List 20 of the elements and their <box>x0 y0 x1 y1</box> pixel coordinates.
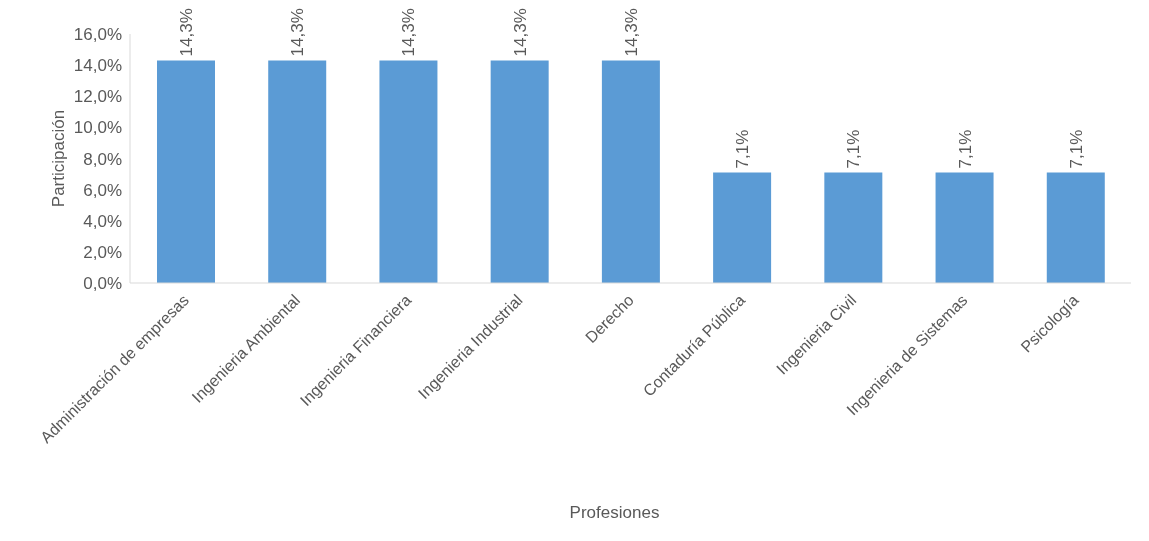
data-label: 14,3% <box>288 8 308 57</box>
y-tick-label: 4,0% <box>83 211 122 231</box>
data-label: 7,1% <box>1066 129 1086 169</box>
data-label: 14,3% <box>399 8 419 57</box>
y-tick-label: 16,0% <box>73 25 122 45</box>
data-label: 7,1% <box>844 129 864 169</box>
data-label: 7,1% <box>955 129 975 169</box>
y-tick-label: 10,0% <box>73 118 122 138</box>
y-tick-label: 0,0% <box>83 274 122 294</box>
y-tick-label: 8,0% <box>83 149 122 169</box>
data-label: 14,3% <box>510 8 530 57</box>
y-tick-label: 14,0% <box>73 56 122 76</box>
data-label: 14,3% <box>177 8 196 57</box>
y-axis-title: Participación <box>49 109 69 208</box>
x-axis-title: Profesiones <box>568 503 661 523</box>
data-label: 14,3% <box>621 8 641 57</box>
data-label: 7,1% <box>733 129 753 169</box>
y-tick-label: 2,0% <box>83 242 122 262</box>
y-tick-label: 12,0% <box>73 87 122 107</box>
y-tick-label: 6,0% <box>83 180 122 200</box>
